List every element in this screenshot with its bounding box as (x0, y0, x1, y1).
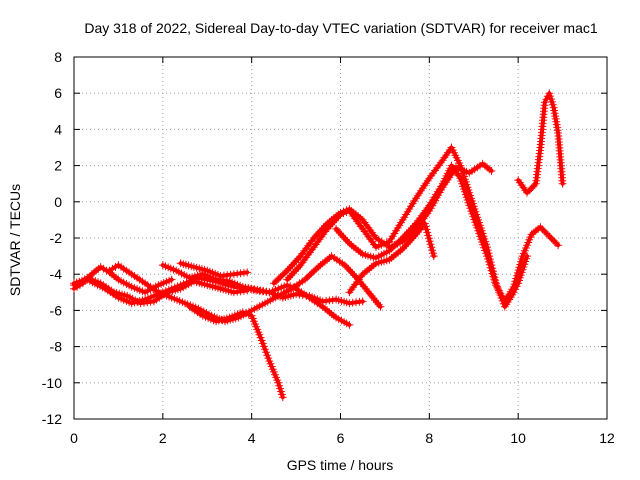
y-tick-label: -8 (50, 339, 63, 355)
series-path (336, 166, 558, 302)
grid (74, 57, 607, 419)
y-tick-label: -10 (42, 375, 62, 391)
x-tick-label: 8 (425, 430, 433, 446)
series-arc-12 (515, 90, 566, 197)
series-path (274, 164, 492, 283)
chart-svg: 0 2 4 6 8 10 12 -12 -10 -8 -6 -4 -2 0 2 4 6 8 Day 318 of … (0, 0, 640, 480)
y-tick-label: -12 (42, 411, 62, 427)
x-tick-label: 6 (337, 430, 345, 446)
x-tick-label: 10 (510, 430, 526, 446)
data-point (559, 180, 566, 187)
data-marks (71, 90, 567, 401)
chart-title: Day 318 of 2022, Sidereal Day-to-day VTE… (84, 20, 597, 36)
x-tick-label: 12 (599, 430, 615, 446)
y-tick-label: 2 (54, 158, 62, 174)
y-tick-label: 6 (54, 85, 62, 101)
y-tick-label: -4 (50, 266, 63, 282)
x-tick-label: 2 (159, 430, 167, 446)
y-tick-label: 8 (54, 49, 62, 65)
data-point (359, 298, 366, 305)
y-tick-label: 0 (54, 194, 62, 210)
data-point (244, 269, 251, 276)
y-tick-label: -6 (50, 302, 63, 318)
x-tick-label: 0 (70, 430, 78, 446)
y-tick-label: -2 (50, 230, 63, 246)
x-tick-label: 4 (248, 430, 256, 446)
y-axis-label: SDTVAR / TECUs (7, 184, 23, 296)
x-axis-label: GPS time / hours (287, 457, 394, 473)
y-tick-label: 4 (54, 121, 62, 137)
